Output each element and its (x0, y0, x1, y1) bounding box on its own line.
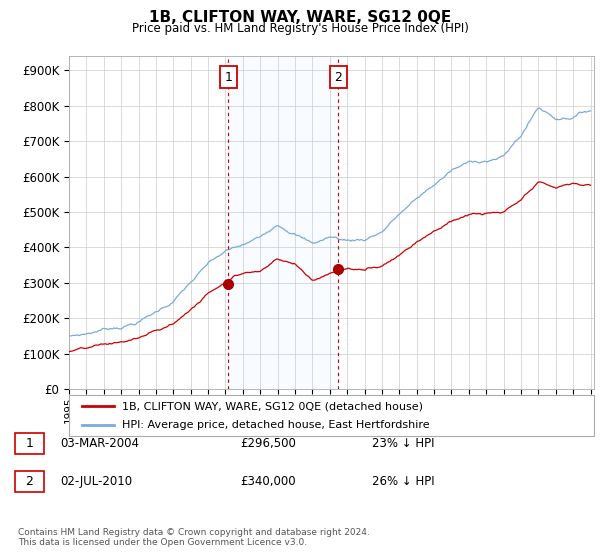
Text: 23% ↓ HPI: 23% ↓ HPI (372, 437, 434, 450)
FancyBboxPatch shape (69, 395, 594, 436)
Text: HPI: Average price, detached house, East Hertfordshire: HPI: Average price, detached house, East… (121, 420, 429, 430)
Text: Price paid vs. HM Land Registry's House Price Index (HPI): Price paid vs. HM Land Registry's House … (131, 22, 469, 35)
Text: 1B, CLIFTON WAY, WARE, SG12 0QE: 1B, CLIFTON WAY, WARE, SG12 0QE (149, 10, 451, 25)
Text: 26% ↓ HPI: 26% ↓ HPI (372, 475, 434, 488)
Text: 1B, CLIFTON WAY, WARE, SG12 0QE (detached house): 1B, CLIFTON WAY, WARE, SG12 0QE (detache… (121, 402, 422, 411)
Text: Contains HM Land Registry data © Crown copyright and database right 2024.
This d: Contains HM Land Registry data © Crown c… (18, 528, 370, 547)
Text: 1: 1 (25, 437, 34, 450)
Text: 1: 1 (224, 71, 232, 84)
Text: 03-MAR-2004: 03-MAR-2004 (60, 437, 139, 450)
Text: £296,500: £296,500 (240, 437, 296, 450)
Text: £340,000: £340,000 (240, 475, 296, 488)
Text: 2: 2 (25, 475, 34, 488)
Bar (229, 56, 338, 389)
Text: 2: 2 (335, 71, 343, 84)
Text: 02-JUL-2010: 02-JUL-2010 (60, 475, 132, 488)
